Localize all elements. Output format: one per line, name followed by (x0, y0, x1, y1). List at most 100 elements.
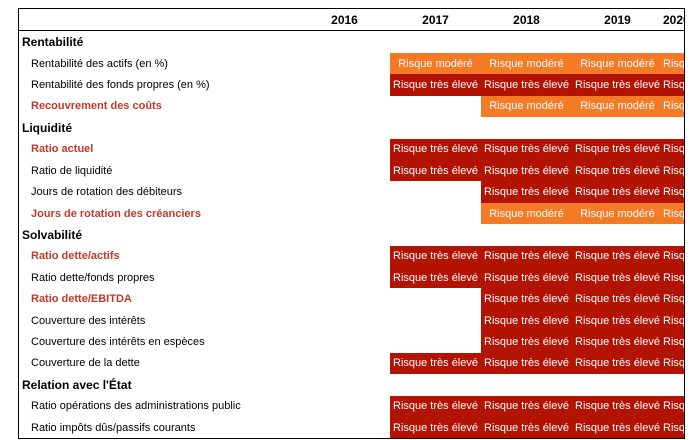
empty-cell (299, 246, 390, 267)
risk-cell: Risque très élevé (572, 352, 663, 375)
risk-cell: Risque très élevé (390, 245, 481, 268)
risk-cell: Risque très élevé (572, 138, 663, 160)
row-label: Ratio dette/fonds propres (31, 271, 155, 284)
risk-cell: Risque très élevé (481, 309, 572, 332)
risk-cell: Risque très élevé (663, 288, 684, 310)
risk-cell: Risque très élevé (572, 288, 663, 310)
risk-cell: Risque très élevé (481, 267, 572, 289)
risk-cell: Risque très élevé (390, 267, 481, 289)
section-label: Rentabilité (22, 35, 84, 50)
risk-cell: Risque très élevé (481, 331, 572, 353)
risk-cell: Risque très élevé (390, 159, 481, 182)
row-label: Jours de rotation des débiteurs (31, 186, 183, 199)
row-label: Ratio opérations des administrations pub… (31, 400, 241, 413)
risk-cell: Risque très élevé (663, 331, 684, 353)
table-row: Ratio opérations des administrations pub… (19, 395, 684, 418)
risk-matrix: 2016 2017 2018 2019 2020 RentabilitéRent… (19, 9, 684, 439)
risk-cell: Risque modéré (572, 202, 663, 225)
year-header-2019: 2019 (572, 9, 663, 32)
table-row: Ratio dette/fonds propres Risque très éle… (19, 267, 684, 289)
table-row: Rentabilité des actifs (en %) Risque modé… (19, 52, 684, 75)
section-row: Relation avec l'État (19, 374, 684, 395)
empty-cell (299, 396, 390, 417)
empty-cell (390, 331, 481, 352)
risk-cell: Risque très élevé (481, 74, 572, 96)
row-label: Couverture des intérêts en espèces (31, 336, 205, 349)
empty-cell (299, 160, 390, 181)
risk-cell: Risque très élevé (481, 138, 572, 160)
risk-cell: Risque très élevé (481, 395, 572, 418)
header-row: 2016 2017 2018 2019 2020 (19, 9, 684, 32)
risk-cell: Risque modéré (572, 95, 663, 118)
empty-cell (299, 288, 390, 309)
table-row: Ratio actuel Risque très élevé Risque très… (19, 138, 684, 160)
row-label: Couverture des intérêts (31, 314, 146, 327)
section-row: Rentabilité (19, 31, 684, 53)
risk-cell: Risque très élevé (390, 395, 481, 418)
table-row: Ratio dette/actifs Risque très élevé Risqu… (19, 245, 684, 268)
row-label: Recouvrement des coûts (31, 100, 162, 113)
row-label: Rentabilité des actifs (en %) (31, 57, 168, 70)
risk-cell: Risque très élevé (572, 309, 663, 332)
risk-cell: Risque très élevé (663, 181, 684, 203)
risk-cell: Risque très élevé (663, 159, 684, 182)
risk-cell: Risque très élevé (572, 267, 663, 289)
row-label: Ratio dette/EBITDA (31, 293, 132, 306)
empty-cell (390, 203, 481, 224)
empty-cell (390, 310, 481, 331)
empty-cell (390, 96, 481, 117)
risk-cell: Risque très élevé (572, 395, 663, 418)
empty-cell (299, 181, 390, 202)
risk-cell: Risque très élevé (481, 288, 572, 310)
risk-cell: Risque modéré (572, 52, 663, 75)
risk-cell: Risque modéré (663, 95, 684, 118)
empty-cell (390, 288, 481, 309)
risk-cell: Risque très élevé (390, 74, 481, 96)
risk-cell: Risque très élevé (390, 138, 481, 160)
year-header-2016: 2016 (299, 9, 390, 32)
table-row: Jours de rotation des débiteurs Risque tr… (19, 181, 684, 203)
section-label: Liquidité (22, 120, 72, 135)
risk-cell: Risque très élevé (572, 245, 663, 268)
table-row: Jours de rotation des créanciers Risque m… (19, 202, 684, 225)
risk-cell: Risque très élevé (572, 417, 663, 439)
empty-cell (299, 417, 390, 438)
empty-cell (299, 310, 390, 331)
table-row: Couverture des intérêts Risque très élevé… (19, 309, 684, 332)
section-row: Solvabilité (19, 224, 684, 245)
risk-cell: Risque très élevé (663, 395, 684, 418)
risk-cell: Risque très élevé (390, 352, 481, 375)
empty-cell (299, 96, 390, 117)
year-header-2017: 2017 (390, 9, 481, 32)
risk-cell: Risque très élevé (481, 181, 572, 203)
risk-cell: Risque très élevé (663, 138, 684, 160)
risk-cell: Risque modéré (390, 52, 481, 75)
table-row: Couverture des intérêts en espèces Risque… (19, 331, 684, 353)
risk-cell: Risque très élevé (481, 159, 572, 182)
empty-cell (299, 139, 390, 160)
row-label: Ratio dette/actifs (31, 250, 120, 263)
risk-cell: Risque très élevé (663, 352, 684, 375)
risk-cell: Risque très élevé (481, 417, 572, 439)
empty-cell (299, 203, 390, 224)
empty-cell (299, 353, 390, 374)
row-label: Jours de rotation des créanciers (31, 207, 201, 220)
risk-cell: Risque modéré (481, 95, 572, 118)
risk-cell: Risque très élevé (481, 352, 572, 375)
table-row: Ratio impôts dûs/passifs courants Risque … (19, 417, 684, 439)
table-row: Rentabilité des fonds propres (en %) Risq… (19, 74, 684, 96)
row-label: Ratio actuel (31, 143, 94, 156)
table-row: Recouvrement des coûts Risque modéré Risqu… (19, 95, 684, 118)
risk-cell: Risque très élevé (390, 417, 481, 439)
row-label: Couverture de la dette (31, 357, 140, 370)
table-row: Couverture de la dette Risque très élevé R… (19, 352, 684, 375)
risk-cell: Risque modéré (481, 202, 572, 225)
section-row: Liquidité (19, 117, 684, 138)
risk-cell: Risque modéré (663, 52, 684, 75)
section-label: Relation avec l'État (22, 377, 132, 392)
risk-cell: Risque très élevé (572, 331, 663, 353)
risk-cell: Risque très élevé (572, 159, 663, 182)
table-body: Rentabilité Rentabilité des actifs (en %)… (19, 31, 684, 439)
row-label: Ratio de liquidité (31, 164, 113, 177)
risk-cell: Risque très élevé (663, 245, 684, 268)
